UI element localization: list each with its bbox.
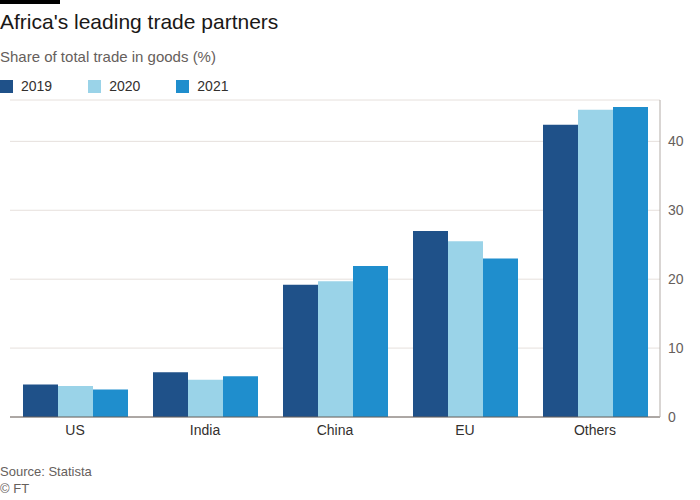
svg-text:10: 10 — [668, 340, 684, 356]
html-text:Share of total trade in goods: Share of total trade in goods (%) — [0, 48, 216, 65]
svg-text:India: India — [190, 422, 221, 438]
html-text:2019: 2019 — [21, 78, 53, 94]
svg-text:40: 40 — [668, 133, 684, 149]
svg-text:Others: Others — [574, 422, 616, 438]
svg-text:0: 0 — [668, 409, 676, 425]
svg-text:20: 20 — [668, 271, 684, 287]
html-text:2020: 2020 — [109, 78, 141, 94]
html-text:Africa's leading trade partner: Africa's leading trade partners — [0, 10, 279, 33]
svg-text:China: China — [317, 422, 354, 438]
svg-text:US: US — [65, 422, 84, 438]
html-text:© FT: © FT — [0, 481, 30, 496]
svg-text:30: 30 — [668, 202, 684, 218]
html-text:2021: 2021 — [197, 78, 229, 94]
svg-text:EU: EU — [455, 422, 474, 438]
html-text:Source: Statista: Source: Statista — [0, 464, 92, 479]
